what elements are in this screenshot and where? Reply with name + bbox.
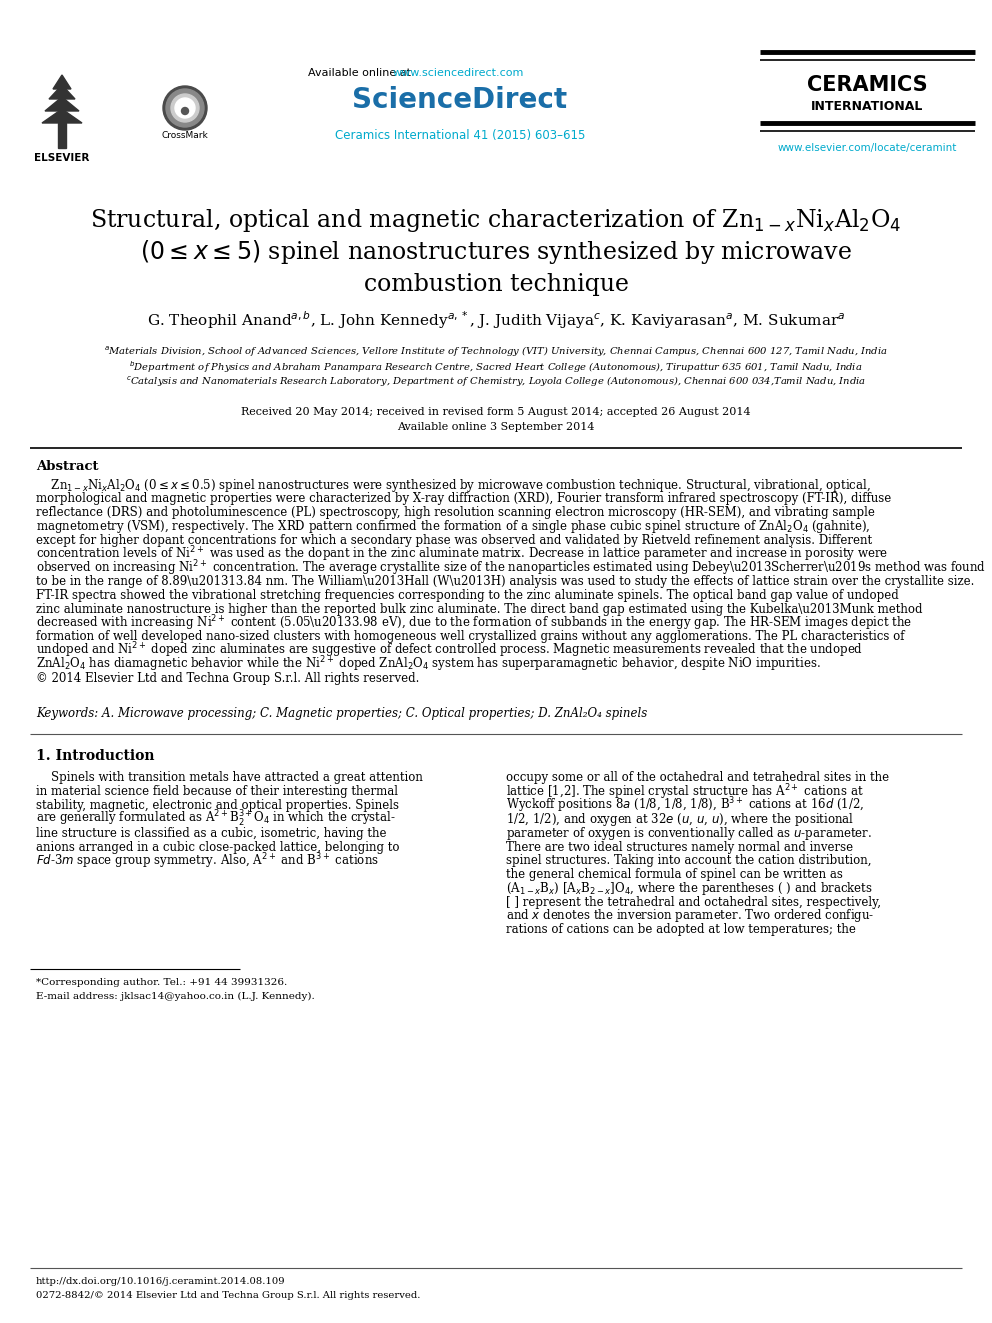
Text: Received 20 May 2014; received in revised form 5 August 2014; accepted 26 August: Received 20 May 2014; received in revise… xyxy=(241,407,751,417)
Text: $^c$Catalysis and Nanomaterials Research Laboratory, Department of Chemistry, Lo: $^c$Catalysis and Nanomaterials Research… xyxy=(126,374,866,389)
Text: Spinels with transition metals have attracted a great attention: Spinels with transition metals have attr… xyxy=(36,771,423,785)
Text: ScienceDirect: ScienceDirect xyxy=(352,86,567,114)
Text: http://dx.doi.org/10.1016/j.ceramint.2014.08.109: http://dx.doi.org/10.1016/j.ceramint.201… xyxy=(36,1277,286,1286)
Text: concentration levels of Ni$^{2+}$ was used as the dopant in the zinc aluminate m: concentration levels of Ni$^{2+}$ was us… xyxy=(36,544,888,564)
Text: G. Theophil Anand$^{a,b}$, L. John Kennedy$^{a,*}$, J. Judith Vijaya$^{c}$, K. K: G. Theophil Anand$^{a,b}$, L. John Kenne… xyxy=(147,310,845,331)
Text: 1. Introduction: 1. Introduction xyxy=(36,749,155,763)
Circle shape xyxy=(163,86,207,130)
Text: in material science field because of their interesting thermal: in material science field because of the… xyxy=(36,786,398,798)
Text: formation of well developed nano-sized clusters with homogeneous well crystalliz: formation of well developed nano-sized c… xyxy=(36,630,905,643)
Text: 0272-8842/© 2014 Elsevier Ltd and Techna Group S.r.l. All rights reserved.: 0272-8842/© 2014 Elsevier Ltd and Techna… xyxy=(36,1291,421,1301)
Text: observed on increasing Ni$^{2+}$ concentration. The average crystallite size of : observed on increasing Ni$^{2+}$ concent… xyxy=(36,558,986,578)
Text: FT-IR spectra showed the vibrational stretching frequencies corresponding to the: FT-IR spectra showed the vibrational str… xyxy=(36,589,899,602)
Text: $^a$Materials Division, School of Advanced Sciences, Vellore Institute of Techno: $^a$Materials Division, School of Advanc… xyxy=(104,345,888,360)
Text: morphological and magnetic properties were characterized by X-ray diffraction (X: morphological and magnetic properties we… xyxy=(36,492,891,505)
Text: to be in the range of 8.89\u201313.84 nm. The William\u2013Hall (W\u2013H) analy: to be in the range of 8.89\u201313.84 nm… xyxy=(36,576,974,589)
Text: www.elsevier.com/locate/ceramint: www.elsevier.com/locate/ceramint xyxy=(778,143,956,153)
Text: [ ] represent the tetrahedral and octahedral sites, respectively,: [ ] represent the tetrahedral and octahe… xyxy=(506,896,881,909)
Text: $Fd$-3$m$ space group symmetry. Also, A$^{2+}$ and B$^{3+}$ cations: $Fd$-3$m$ space group symmetry. Also, A$… xyxy=(36,851,379,871)
Text: Wyckoff positions 8$a$ (1/8, 1/8, 1/8), B$^{3+}$ cations at 16$d$ (1/2,: Wyckoff positions 8$a$ (1/8, 1/8, 1/8), … xyxy=(506,796,864,815)
Text: (A$_{1-x}$B$_x$) [A$_x$B$_{2-x}$]O$_4$, where the parentheses ( ) and brackets: (A$_{1-x}$B$_x$) [A$_x$B$_{2-x}$]O$_4$, … xyxy=(506,880,873,897)
Text: line structure is classified as a cubic, isometric, having the: line structure is classified as a cubic,… xyxy=(36,827,387,840)
Text: Ceramics International 41 (2015) 603–615: Ceramics International 41 (2015) 603–615 xyxy=(335,128,585,142)
Text: © 2014 Elsevier Ltd and Techna Group S.r.l. All rights reserved.: © 2014 Elsevier Ltd and Techna Group S.r… xyxy=(36,672,420,685)
Text: CrossMark: CrossMark xyxy=(162,131,208,140)
Bar xyxy=(58,123,66,148)
Polygon shape xyxy=(42,108,82,123)
Circle shape xyxy=(166,89,204,127)
Text: stability, magnetic, electronic and optical properties. Spinels: stability, magnetic, electronic and opti… xyxy=(36,799,399,812)
Text: spinel structures. Taking into account the cation distribution,: spinel structures. Taking into account t… xyxy=(506,855,872,868)
Text: zinc aluminate nanostructure is higher than the reported bulk zinc aluminate. Th: zinc aluminate nanostructure is higher t… xyxy=(36,603,923,615)
Text: decreased with increasing Ni$^{2+}$ content (5.05\u20133.98 eV), due to the form: decreased with increasing Ni$^{2+}$ cont… xyxy=(36,613,913,632)
Text: www.sciencedirect.com: www.sciencedirect.com xyxy=(393,67,525,78)
Circle shape xyxy=(171,94,199,122)
Text: $^b$Department of Physics and Abraham Panampara Research Centre, Sacred Heart Co: $^b$Department of Physics and Abraham Pa… xyxy=(129,359,863,374)
Text: 1/2, 1/2), and oxygen at 32$e$ ($u$, $u$, $u$), where the positional: 1/2, 1/2), and oxygen at 32$e$ ($u$, $u$… xyxy=(506,811,854,828)
Text: There are two ideal structures namely normal and inverse: There are two ideal structures namely no… xyxy=(506,840,853,853)
Text: parameter of oxygen is conventionally called as $u$-parameter.: parameter of oxygen is conventionally ca… xyxy=(506,824,872,841)
Text: the general chemical formula of spinel can be written as: the general chemical formula of spinel c… xyxy=(506,868,843,881)
Text: Zn$_{1-x}$Ni$_x$Al$_2$O$_4$ (0$\leq x\leq$0.5) spinel nanostructures were synthe: Zn$_{1-x}$Ni$_x$Al$_2$O$_4$ (0$\leq x\le… xyxy=(36,476,871,493)
Text: are generally formulated as A$^{2+}$B$_2^{3+}$O$_4$ in which the crystal-: are generally formulated as A$^{2+}$B$_2… xyxy=(36,810,396,830)
Text: Available online 3 September 2014: Available online 3 September 2014 xyxy=(397,422,595,433)
Text: lattice [1,2]. The spinel crystal structure has A$^{2+}$ cations at: lattice [1,2]. The spinel crystal struct… xyxy=(506,782,864,802)
Polygon shape xyxy=(45,97,79,111)
Polygon shape xyxy=(49,85,75,99)
Text: rations of cations can be adopted at low temperatures; the: rations of cations can be adopted at low… xyxy=(506,923,856,937)
Text: reflectance (DRS) and photoluminescence (PL) spectroscopy, high resolution scann: reflectance (DRS) and photoluminescence … xyxy=(36,507,875,519)
Text: ZnAl$_2$O$_4$ has diamagnetic behavior while the Ni$^{2+}$ doped ZnAl$_2$O$_4$ s: ZnAl$_2$O$_4$ has diamagnetic behavior w… xyxy=(36,655,820,675)
Text: ELSEVIER: ELSEVIER xyxy=(35,153,89,163)
Text: *Corresponding author. Tel.: +91 44 39931326.: *Corresponding author. Tel.: +91 44 3993… xyxy=(36,978,288,987)
Text: CERAMICS: CERAMICS xyxy=(806,75,928,95)
Text: Abstract: Abstract xyxy=(36,459,98,472)
Text: occupy some or all of the octahedral and tetrahedral sites in the: occupy some or all of the octahedral and… xyxy=(506,771,889,785)
Text: Available online at: Available online at xyxy=(308,67,415,78)
Text: and $x$ denotes the inversion parameter. Two ordered configu-: and $x$ denotes the inversion parameter.… xyxy=(506,908,874,925)
Text: except for higher dopant concentrations for which a secondary phase was observed: except for higher dopant concentrations … xyxy=(36,533,872,546)
Text: INTERNATIONAL: INTERNATIONAL xyxy=(810,101,924,114)
Text: $(0\leq x\leq 5)$ spinel nanostructures synthesized by microwave: $(0\leq x\leq 5)$ spinel nanostructures … xyxy=(140,238,852,266)
Circle shape xyxy=(175,98,195,118)
Text: Keywords: A. Microwave processing; C. Magnetic properties; C. Optical properties: Keywords: A. Microwave processing; C. Ma… xyxy=(36,708,647,721)
Text: combustion technique: combustion technique xyxy=(363,273,629,295)
Circle shape xyxy=(182,107,188,115)
Polygon shape xyxy=(53,75,71,89)
Text: E-mail address: jklsac14@yahoo.co.in (L.J. Kennedy).: E-mail address: jklsac14@yahoo.co.in (L.… xyxy=(36,992,314,1002)
Text: magnetometry (VSM), respectively. The XRD pattern confirmed the formation of a s: magnetometry (VSM), respectively. The XR… xyxy=(36,517,870,534)
Text: anions arranged in a cubic close-packed lattice, belonging to: anions arranged in a cubic close-packed … xyxy=(36,840,400,853)
Text: undoped and Ni$^{2+}$ doped zinc aluminates are suggestive of defect controlled : undoped and Ni$^{2+}$ doped zinc alumina… xyxy=(36,640,863,660)
Text: Structural, optical and magnetic characterization of Zn$_{1-x}$Ni$_x$Al$_2$O$_4$: Structural, optical and magnetic charact… xyxy=(90,206,902,233)
